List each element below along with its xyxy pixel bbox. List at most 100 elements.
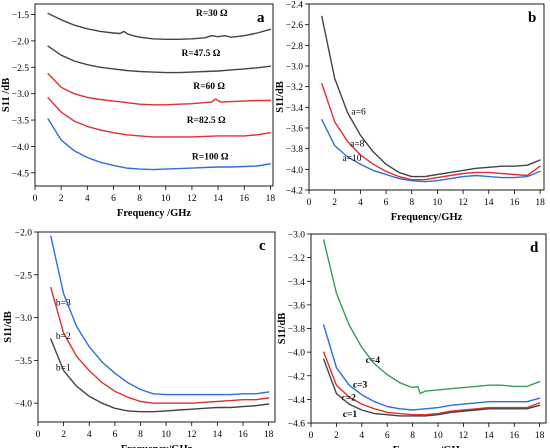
panel-d-y-tick-label: −4.6	[288, 420, 305, 430]
panel-a-y-tick-label: −3.0	[12, 90, 29, 100]
panel-b-y-tick-label: −4.0	[286, 166, 303, 176]
panel-a-x-axis-label: Frequency /GHz	[117, 208, 192, 219]
panel-a-frame	[34, 3, 274, 187]
panel-a: 0 2 4 6 8 10 12 14 16 18 −1.5 −2.0 −2.5 −3.0 −3.5 −4.0 −…	[1, 3, 276, 219]
panel-c-letter: c	[259, 238, 266, 254]
panel-b-y-tick-label: −3.6	[286, 125, 303, 135]
panel-c-x-tick-label: 4	[87, 430, 92, 440]
panel-b-x-tick-label: 18	[535, 198, 545, 208]
panel-a-x-tick-label: 18	[266, 194, 276, 204]
panel-c: 0 2 4 6 8 10 12 14 16 18 −2.0 −2.5 −3.0 −3.5 −4.0 Frequ…	[3, 229, 276, 448]
panel-d-y-tick-label: −4.0	[288, 349, 305, 359]
panel-d-y-tick-label: −3.6	[288, 301, 305, 311]
panel-d-series-label-3: c=2	[341, 394, 356, 404]
panel-b-series-label-3: a=10	[342, 154, 361, 164]
panel-a-x-tick-label: 12	[187, 194, 197, 204]
panel-a-series-line-2	[47, 45, 272, 74]
panel-b-y-tick-label: −2.4	[286, 1, 303, 11]
panel-c-x-tick-label: 18	[264, 430, 274, 440]
panel-d-series-label-1: c=4	[366, 356, 381, 366]
panel-d-x-tick-label: 16	[509, 431, 519, 441]
panel-a-x-tick-label: 8	[137, 194, 142, 204]
panel-c-y-tick-label: −4.0	[15, 400, 32, 410]
panel-d-x-axis-label: Frequency/GHz	[393, 445, 465, 448]
panel-b-x-tick-label: 16	[510, 198, 520, 208]
panel-a-y-tick-label: −1.5	[12, 11, 29, 21]
panel-a-series-label-3: R=60 Ω	[193, 82, 225, 92]
panel-b-x-tick-label: 14	[484, 198, 494, 208]
panel-b-x-axis-label: Frequency/GHz	[391, 212, 463, 223]
panel-d-series-line-3	[323, 351, 541, 416]
panel-a-x-tick-label: 2	[59, 194, 64, 204]
panel-c-x-axis-label: Frequency/GHz	[121, 444, 193, 448]
panel-a-y-tick-label: −4.5	[12, 169, 29, 179]
panel-b-x-tick-label: 6	[384, 198, 389, 208]
panel-b-x-tick-label: 10	[433, 198, 443, 208]
panel-a-y-tick-label: −2.5	[12, 64, 29, 74]
panel-d-x-tick-label: 12	[459, 431, 469, 441]
panel-d-x-tick-label: 10	[433, 431, 443, 441]
panel-d-series-line-1	[323, 239, 541, 395]
panel-d-series-line-4	[323, 358, 541, 417]
panel-a-series-label-4: R=82.5 Ω	[187, 116, 226, 126]
panel-c-y-tick-label: −2.5	[15, 271, 32, 281]
panel-b-series-line-1	[321, 15, 541, 178]
panel-b-x-tick-label: 2	[332, 198, 337, 208]
panel-a-series-line-5	[47, 118, 272, 171]
panel-b-x-tick-label: 12	[458, 198, 468, 208]
panel-a-x-tick-label: 10	[161, 194, 171, 204]
panel-d-series-label-2: c=3	[353, 381, 368, 391]
panel-d-letter: d	[530, 240, 539, 256]
panel-b-frame	[308, 3, 545, 191]
panel-a-x-tick-label: 0	[33, 194, 38, 204]
panel-a-series-label-5: R=100 Ω	[192, 153, 229, 163]
panel-d-x-tick-label: 2	[334, 431, 339, 441]
panel-c-series-label-2: b=2	[56, 332, 71, 342]
panel-b-y-tick-label: −3.2	[286, 83, 303, 93]
panel-c-x-tick-label: 16	[238, 430, 248, 440]
panel-b-x-tick-label: 8	[409, 198, 414, 208]
panel-d-x-tick-label: 14	[484, 431, 494, 441]
panel-d-x-tick-label: 6	[385, 431, 390, 441]
panel-b-y-tick-label: −3.4	[286, 104, 303, 114]
panel-c-series-label-3: b=1	[56, 364, 71, 374]
panel-c-frame	[37, 231, 276, 423]
panel-a-x-tick-label: 6	[111, 194, 116, 204]
panel-b-y-axis-label: S11/dB	[275, 81, 286, 113]
panel-c-x-tick-label: 2	[61, 430, 66, 440]
panel-a-y-axis-label: S11 /dB	[1, 78, 12, 112]
panel-c-x-tick-label: 10	[161, 430, 171, 440]
panel-c-y-tick-label: −3.0	[15, 314, 32, 324]
panel-b-x-tick-label: 4	[358, 198, 363, 208]
panel-d: 0 2 4 6 8 10 12 14 16 18 −3.0 −3.2 −3.4 −3.6 −3.8 −4.0 −…	[277, 231, 547, 448]
panel-a-y-tick-label: −4.0	[12, 143, 29, 153]
panel-d-y-tick-label: −3.8	[288, 325, 305, 335]
panel-c-series-line-1	[50, 235, 270, 396]
panel-a-letter: a	[257, 10, 265, 26]
panel-a-x-tick-label: 4	[85, 194, 90, 204]
panel-c-x-tick-label: 6	[112, 430, 117, 440]
panel-d-x-tick-label: 8	[410, 431, 415, 441]
panel-d-series-line-2	[323, 324, 541, 411]
panel-a-y-tick-label: −3.5	[12, 117, 29, 127]
panel-b-y-tick-label: −2.6	[286, 21, 303, 31]
panel-b-series-label-1: a=6	[351, 108, 366, 118]
panel-c-series-line-2	[50, 286, 270, 404]
panel-d-y-tick-label: −3.0	[288, 231, 305, 241]
panel-d-y-tick-label: −4.2	[288, 372, 305, 382]
panel-d-series-label-4: c=1	[343, 410, 358, 420]
panel-a-series-label-2: R=47.5 Ω	[181, 49, 220, 59]
panel-b-letter: b	[528, 10, 536, 26]
panel-b-x-tick-label: 0	[307, 198, 312, 208]
panel-d-x-tick-label: 4	[359, 431, 364, 441]
panel-b-y-tick-label: −2.8	[286, 42, 303, 52]
panel-c-x-tick-label: 14	[213, 430, 223, 440]
panel-a-series-line-3	[47, 72, 272, 106]
panel-c-x-tick-label: 0	[36, 430, 41, 440]
panel-a-y-tick-label: −2.0	[12, 37, 29, 47]
panel-d-y-tick-label: −3.4	[288, 278, 305, 288]
panel-a-x-tick-label: 14	[213, 194, 223, 204]
panel-a-series-label-1: R=30 Ω	[196, 9, 228, 19]
panel-d-x-tick-label: 18	[535, 431, 545, 441]
